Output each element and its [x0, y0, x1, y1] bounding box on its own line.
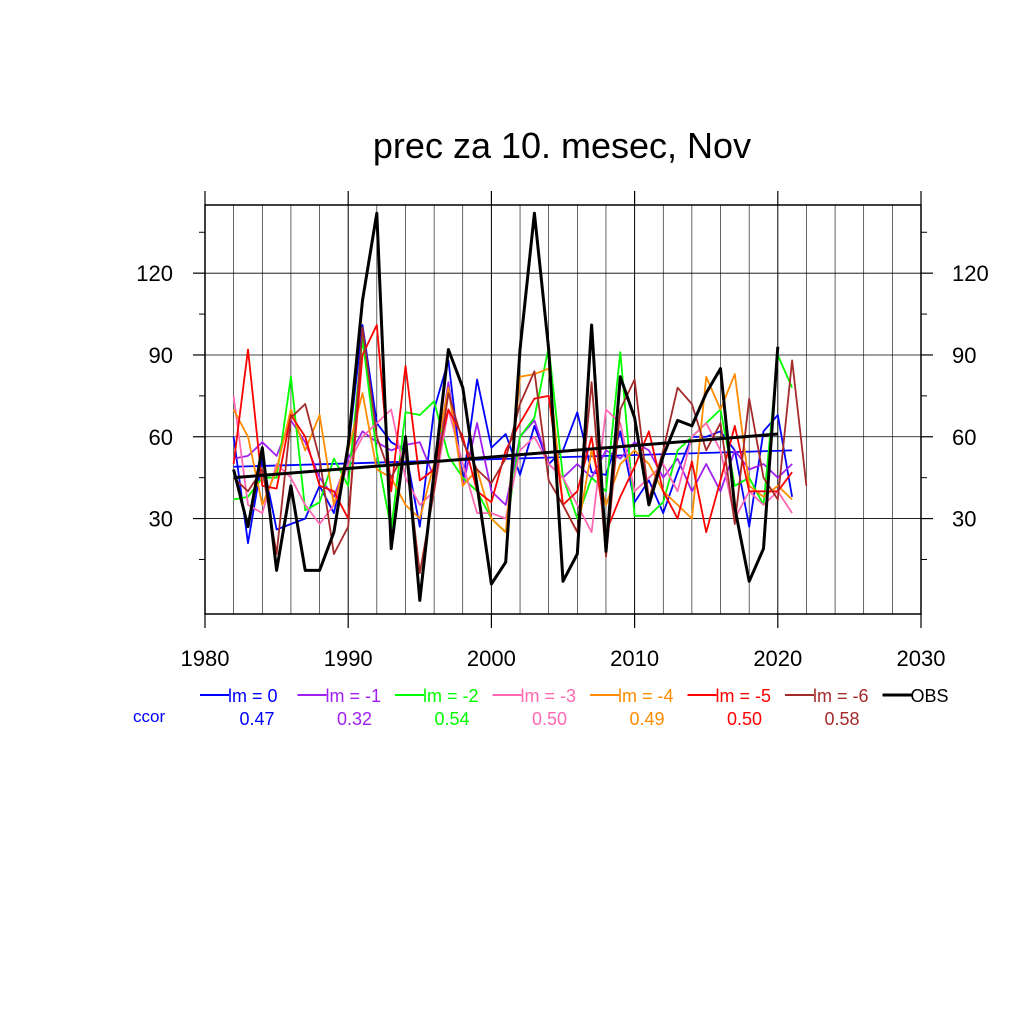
x-tick-label: 2030 — [897, 646, 946, 671]
y-tick-label-left: 120 — [136, 261, 173, 286]
x-tick-label: 1980 — [181, 646, 230, 671]
series-line-7 — [232, 211, 780, 602]
legend-ccor-0: 0.47 — [239, 709, 274, 729]
legend-label-2: lm = -2 — [423, 686, 479, 706]
legend-ccor-5: 0.50 — [727, 709, 762, 729]
series-line-6 — [232, 326, 808, 574]
legend-label-1: lm = -1 — [326, 686, 382, 706]
y-tick-label-right: 60 — [952, 425, 976, 450]
legend-label-6: lm = -6 — [813, 686, 869, 706]
legend-label-4: lm = -4 — [618, 686, 674, 706]
axis-ticks: 1980 1990 2000 2010 2020 2030 30 30 60 60 90 90 120 1… — [136, 191, 989, 671]
chart-title: prec za 10. mesec, Nov — [373, 125, 751, 166]
legend-label-3: lm = -3 — [521, 686, 577, 706]
series-layer — [232, 211, 808, 602]
legend-ccor-6: 0.58 — [824, 709, 859, 729]
y-tick-label-left: 90 — [149, 343, 173, 368]
grid — [205, 205, 921, 614]
legend-ccor-4: 0.49 — [629, 709, 664, 729]
legend-ccor-2: 0.54 — [434, 709, 469, 729]
x-tick-label: 1990 — [324, 646, 373, 671]
y-tick-label-right: 30 — [952, 507, 976, 532]
x-tick-label: 2020 — [753, 646, 802, 671]
x-tick-label: 2000 — [467, 646, 516, 671]
legend-ccor-3: 0.50 — [532, 709, 567, 729]
x-tick-label: 2010 — [610, 646, 659, 671]
legend-label-0: lm = 0 — [228, 686, 278, 706]
legend-ccor-1: 0.32 — [337, 709, 372, 729]
plot-frame — [204, 204, 922, 615]
y-tick-label-right: 90 — [952, 343, 976, 368]
y-tick-label-left: 30 — [149, 507, 173, 532]
trend-line-7 — [233, 432, 778, 480]
legend-label-7: OBS — [911, 686, 949, 706]
y-tick-label-left: 60 — [149, 425, 173, 450]
legend: ccor lm = 0 0.47 lm = -1 0.32 lm = -2 0.54 lm =… — [133, 686, 949, 729]
legend-label-5: lm = -5 — [716, 686, 772, 706]
ccor-label: ccor — [133, 707, 165, 726]
y-tick-label-right: 120 — [952, 261, 989, 286]
